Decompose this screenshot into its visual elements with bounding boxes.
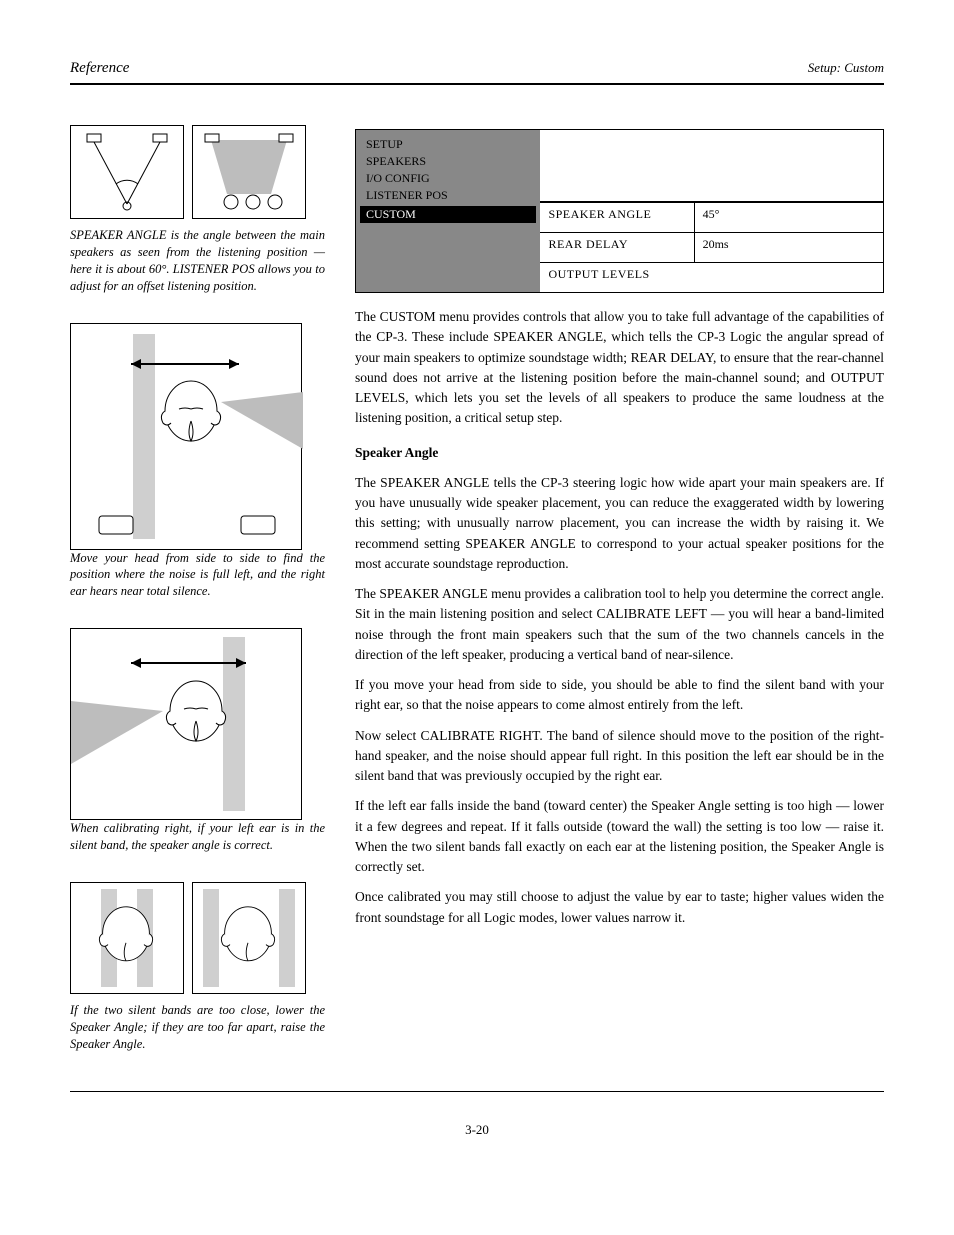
page-number: 3-20 — [70, 1122, 884, 1138]
figure-1-caption: SPEAKER ANGLE is the angle between the m… — [70, 227, 325, 295]
menu-row-1-label: REAR DELAY — [540, 232, 694, 262]
body-column: SETUP SPEAKERS I/O CONFIG LISTENER POS C… — [355, 125, 884, 1073]
page-header: Reference Setup: Custom — [70, 60, 884, 85]
figure-1 — [70, 125, 325, 219]
menu-row-1-value: 20ms — [695, 232, 883, 262]
menu-row-2-label: OUTPUT LEVELS — [540, 262, 883, 292]
body-h-speaker: Speaker Angle — [355, 443, 884, 463]
body-p3: The SPEAKER ANGLE menu provides a calibr… — [355, 584, 884, 665]
header-left: Reference — [70, 60, 129, 77]
menu-panel: SETUP SPEAKERS I/O CONFIG LISTENER POS C… — [355, 129, 884, 293]
page-columns: SPEAKER ANGLE is the angle between the m… — [70, 125, 884, 1073]
menu-item-2: LISTENER POS — [366, 187, 530, 204]
body-p7: Once calibrated you may still choose to … — [355, 887, 884, 928]
menu-title: SETUP — [366, 136, 530, 153]
figure-4-caption: If the two silent bands are too close, l… — [70, 1002, 325, 1053]
figure-2-caption: Move your head from side to side to find… — [70, 550, 325, 601]
figure-1a — [70, 125, 184, 219]
menu-right: SPEAKER ANGLE 45° REAR DELAY 20ms OUTPUT… — [540, 130, 883, 292]
figure-4b — [192, 882, 306, 994]
menu-left: SETUP SPEAKERS I/O CONFIG LISTENER POS C… — [356, 130, 540, 292]
menu-item-0: SPEAKERS — [366, 153, 530, 170]
figure-3-caption: When calibrating right, if your left ear… — [70, 820, 325, 854]
menu-row-0-label: SPEAKER ANGLE — [540, 202, 694, 232]
footer-rule — [70, 1091, 884, 1092]
menu-row-0-value: 45° — [695, 202, 883, 232]
figure-4 — [70, 882, 325, 994]
figures-column: SPEAKER ANGLE is the angle between the m… — [70, 125, 325, 1073]
body-p6: If the left ear falls inside the band (t… — [355, 796, 884, 877]
body-p1: The CUSTOM menu provides controls that a… — [355, 307, 884, 429]
body-p5: Now select CALIBRATE RIGHT. The band of … — [355, 726, 884, 787]
menu-item-1: I/O CONFIG — [366, 170, 530, 187]
figure-1b — [192, 125, 306, 219]
body-p2: The SPEAKER ANGLE tells the CP-3 steerin… — [355, 473, 884, 574]
figure-4a — [70, 882, 184, 994]
figure-2 — [70, 323, 302, 550]
body-p4: If you move your head from side to side,… — [355, 675, 884, 716]
menu-item-selected: CUSTOM — [360, 206, 536, 223]
header-right: Setup: Custom — [808, 60, 884, 76]
figure-3 — [70, 628, 302, 820]
